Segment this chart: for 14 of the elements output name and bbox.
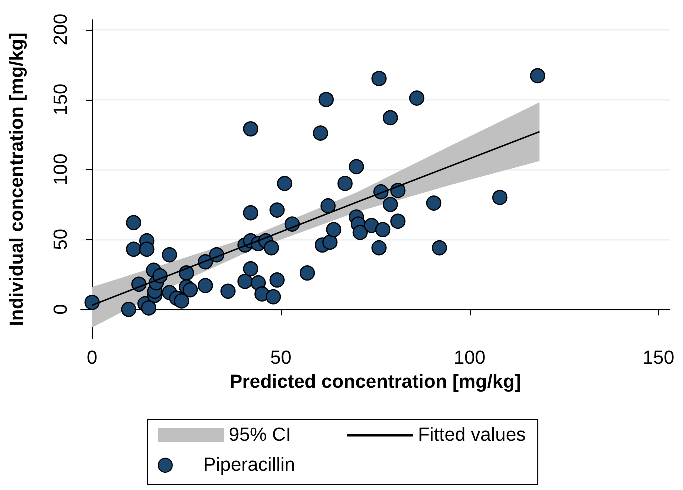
x-tick-label: 50: [270, 348, 292, 369]
y-tick-label: 0: [51, 304, 72, 315]
legend-label: Piperacillin: [204, 455, 296, 476]
y-axis-title: Individual concentration [mg/kg]: [7, 32, 28, 326]
x-tick-label: 100: [454, 348, 486, 369]
x-tick-label: 0: [87, 348, 98, 369]
y-tick-label: 150: [51, 84, 72, 116]
text: 95% CI: [229, 425, 292, 446]
x-axis-title: Predicted concentration [mg/kg]: [230, 372, 522, 393]
x-tick-label: 150: [642, 348, 675, 369]
y-tick-label: 100: [51, 154, 72, 186]
legend-label: Fitted values: [418, 425, 526, 446]
y-tick-label: 200: [51, 14, 72, 46]
y-tick-label: 50: [51, 229, 72, 250]
